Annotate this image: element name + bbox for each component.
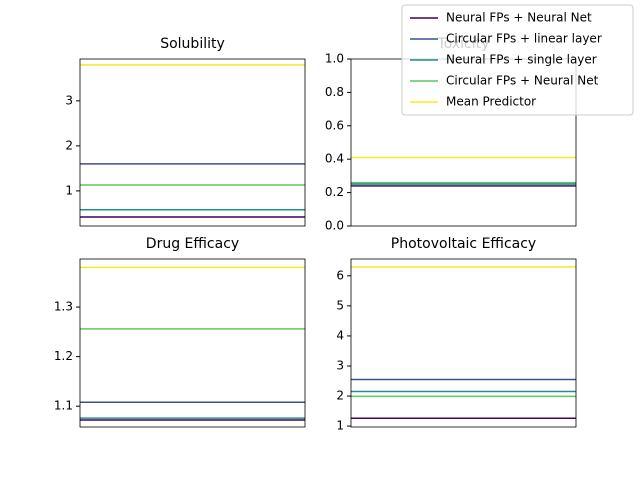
y-tick-label: 5	[336, 298, 344, 312]
legend-label: Mean Predictor	[446, 95, 536, 109]
axes-frame	[79, 58, 306, 227]
y-tick-label: 6	[336, 268, 344, 282]
legend-label: Circular FPs + linear layer	[446, 32, 602, 46]
y-tick-label: 2	[336, 389, 344, 403]
y-tick-label: 4	[336, 328, 344, 342]
y-tick-label: 3	[65, 93, 73, 107]
axes-frame	[79, 258, 306, 428]
y-tick-label: 1.3	[54, 300, 73, 314]
chart-title: Solubility	[160, 36, 225, 52]
chart-title: Drug Efficacy	[146, 236, 239, 252]
legend-label: Circular FPs + Neural Net	[446, 74, 599, 88]
y-tick-label: 0.4	[325, 152, 344, 166]
y-tick-label: 1	[65, 183, 73, 197]
y-tick-label: 0.6	[325, 118, 344, 132]
y-tick-label: 1	[336, 419, 344, 433]
y-tick-label: 1.0	[325, 52, 344, 66]
legend-box	[401, 4, 634, 116]
legend-label: Neural FPs + single layer	[446, 53, 597, 67]
y-tick-label: 1.1	[54, 399, 73, 413]
axes-frame	[350, 258, 577, 428]
y-tick-label: 1.2	[54, 349, 73, 363]
y-tick-label: 0.8	[325, 85, 344, 99]
y-tick-label: 0.2	[325, 185, 344, 199]
legend-label: Neural FPs + Neural Net	[446, 11, 592, 25]
y-tick-label: 0.0	[325, 219, 344, 233]
chart-title: Photovoltaic Efficacy	[391, 236, 536, 252]
y-tick-label: 2	[65, 138, 73, 152]
y-tick-label: 3	[336, 358, 344, 372]
